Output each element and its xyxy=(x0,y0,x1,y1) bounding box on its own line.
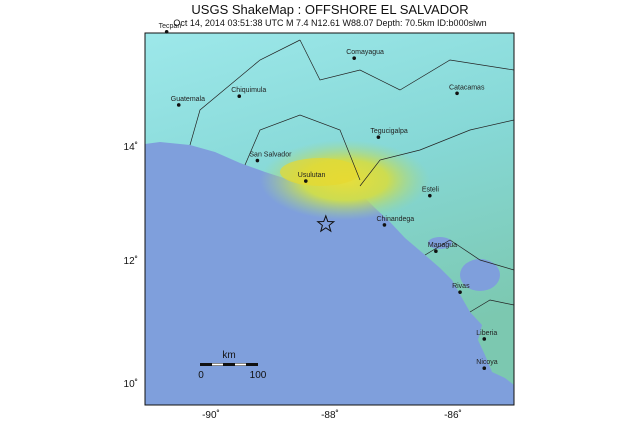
city-label: Chinandega xyxy=(376,216,414,223)
y-tick: 12˚ xyxy=(124,255,138,267)
borders xyxy=(189,39,514,313)
y-tick: 10˚ xyxy=(124,378,138,390)
city-marker xyxy=(304,179,308,183)
lake-managua xyxy=(428,237,452,249)
scale-bar: km 0 100 xyxy=(198,350,267,381)
city-marker xyxy=(376,135,381,139)
city-label: Tecpan xyxy=(159,23,182,30)
y-tick: 14˚ xyxy=(124,141,138,153)
map-frame xyxy=(144,32,515,406)
city-marker xyxy=(176,103,181,107)
city-label: Chiquimula xyxy=(231,87,266,94)
city-marker xyxy=(482,366,487,371)
city-label: Nicoya xyxy=(476,359,498,366)
city-marker xyxy=(434,249,438,254)
city-marker xyxy=(428,193,432,198)
city-label: Tegucigalpa xyxy=(370,128,407,135)
lake-nicaragua xyxy=(460,259,500,291)
city-marker xyxy=(352,56,357,60)
epicenter-star-icon xyxy=(316,214,336,233)
city-label: Managua xyxy=(428,242,457,249)
city-marker xyxy=(482,337,487,341)
city-label: Rivas xyxy=(452,283,470,290)
x-tick: -90˚ xyxy=(202,409,220,421)
city-marker xyxy=(382,223,387,227)
city-label: Guatemala xyxy=(171,96,205,103)
city-label: San Salvador xyxy=(249,152,292,159)
city-label: Esteli xyxy=(422,187,440,194)
city-marker xyxy=(237,94,242,98)
x-tick: -88˚ xyxy=(321,409,339,421)
scale-end: 100 xyxy=(250,370,267,381)
city-label: Catacamas xyxy=(449,84,485,91)
scale-start: 0 xyxy=(198,370,204,381)
city-label: Comayagua xyxy=(346,49,384,56)
shaking-intensity-core xyxy=(280,158,360,186)
city-label: Liberia xyxy=(476,330,497,337)
event-info: Oct 14, 2014 03:51:38 UTC M 7.4 N12.61 W… xyxy=(173,18,487,28)
city-marker xyxy=(255,158,260,163)
city-marker xyxy=(455,91,459,96)
land xyxy=(145,33,514,385)
map-title: USGS ShakeMap : OFFSHORE EL SALVADOR xyxy=(191,2,469,17)
scale-unit: km xyxy=(222,350,235,361)
city-marker xyxy=(458,290,462,294)
x-tick: -86˚ xyxy=(444,409,462,421)
city-label: Usulutan xyxy=(298,172,326,179)
